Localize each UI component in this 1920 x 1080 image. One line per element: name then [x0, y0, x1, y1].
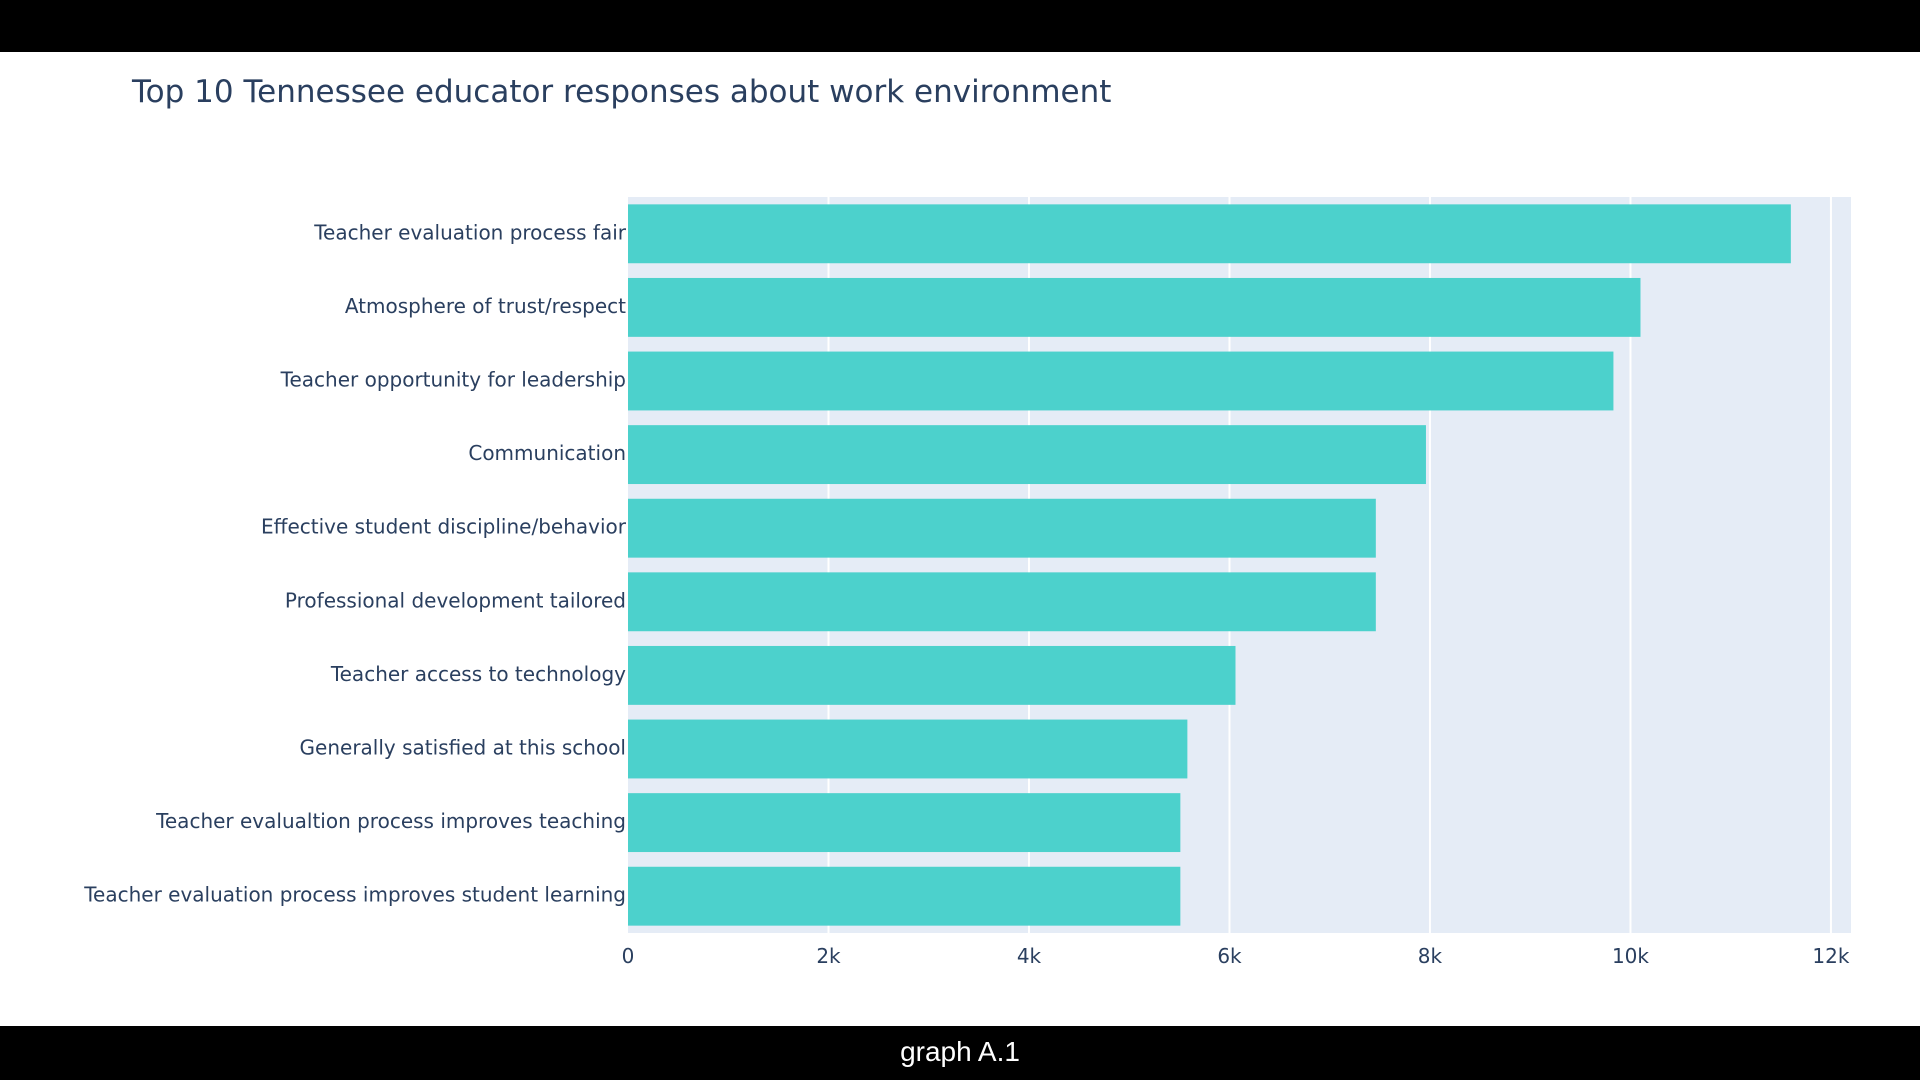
y-tick-label: Communication — [468, 441, 626, 465]
chart-title: Top 10 Tennessee educator responses abou… — [132, 74, 1112, 110]
y-tick-label: Teacher evaluation process improves stud… — [83, 883, 626, 907]
x-tick-label: 2k — [816, 944, 841, 968]
y-tick-label: Generally satisfied at this school — [300, 736, 626, 760]
x-tick-label: 0 — [622, 944, 635, 968]
bar — [628, 719, 1188, 779]
bar — [628, 498, 1376, 558]
y-tick-label: Teacher opportunity for leadership — [280, 368, 626, 392]
graph-caption: graph A.1 — [900, 1036, 1020, 1067]
x-tick-label: 10k — [1612, 944, 1649, 968]
y-tick-label: Teacher evalualtion process improves tea… — [155, 809, 626, 833]
y-tick-label: Teacher access to technology — [330, 662, 626, 686]
x-tick-label: 12k — [1812, 944, 1849, 968]
bar — [628, 793, 1181, 853]
bar — [628, 425, 1426, 485]
bar — [628, 645, 1236, 705]
y-tick-label: Professional development tailored — [285, 588, 626, 612]
x-tick-label: 8k — [1418, 944, 1443, 968]
bar — [628, 277, 1641, 337]
caption-bar — [0, 1026, 1920, 1080]
y-tick-label: Atmosphere of trust/respect — [345, 294, 626, 318]
bar — [628, 572, 1376, 632]
bar — [628, 866, 1181, 926]
top-letterbox — [0, 0, 1920, 52]
bar — [628, 351, 1614, 411]
y-tick-label: Teacher evaluation process fair — [313, 220, 627, 244]
x-tick-label: 6k — [1217, 944, 1242, 968]
x-tick-label: 4k — [1017, 944, 1042, 968]
y-tick-label: Effective student discipline/behavior — [261, 515, 627, 539]
bar — [628, 204, 1791, 264]
